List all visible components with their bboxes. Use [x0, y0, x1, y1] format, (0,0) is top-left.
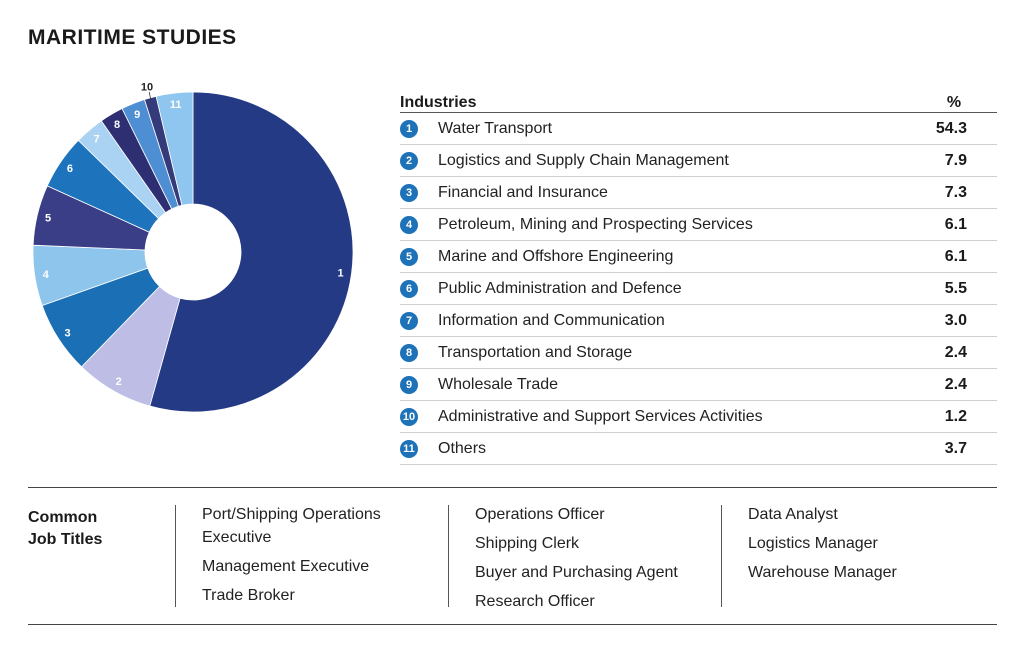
row-number-badge: 10 — [400, 407, 418, 426]
job-title: Buyer and Purchasing Agent — [475, 564, 678, 581]
job-title: Data Analyst — [748, 506, 838, 523]
slice-label: 10 — [141, 81, 153, 93]
jobs-column-3: Data Analyst Logistics Manager Warehouse… — [748, 503, 988, 590]
job-title: Trade Broker — [202, 587, 295, 604]
industry-name: Others — [438, 439, 487, 457]
job-title: Logistics Manager — [748, 535, 878, 552]
pie-slice — [155, 91, 194, 206]
column-divider-1 — [175, 505, 176, 607]
jobs-label-line2: Job Titles — [28, 531, 103, 548]
row-number-badge: 1 — [400, 119, 418, 138]
leader-line — [148, 91, 152, 100]
job-title: Operations Officer — [475, 506, 605, 523]
industry-percent: 3.7 — [944, 439, 967, 457]
header-percent: % — [946, 94, 962, 111]
industry-name: Water Transport — [438, 119, 553, 137]
slice-label: 5 — [45, 212, 51, 224]
industry-percent: 7.3 — [944, 183, 967, 201]
divider-bottom — [28, 624, 997, 625]
industry-name: Marine and Offshore Engineering — [438, 247, 674, 265]
job-title: Research Officer — [475, 593, 595, 610]
table-row: 5 Marine and Offshore Engineering 6.1 — [400, 241, 997, 273]
slice-label: 9 — [134, 109, 140, 121]
industry-percent: 5.5 — [944, 279, 967, 297]
table-row: 1 Water Transport 54.3 — [400, 113, 997, 145]
industry-name: Petroleum, Mining and Prospecting Servic… — [438, 215, 753, 233]
industries-table: Industries % 1 Water Transport 54.3 2 Logist… — [400, 84, 997, 465]
industry-name: Logistics and Supply Chain Management — [438, 151, 729, 169]
industry-percent: 7.9 — [944, 151, 967, 169]
table-row: 10 Administrative and Support Services Ac… — [400, 401, 997, 433]
row-number-badge: 11 — [400, 439, 418, 458]
industry-name: Transportation and Storage — [438, 343, 633, 361]
job-title: Warehouse Manager — [748, 564, 897, 581]
page-title: MARITIME STUDIES — [28, 26, 237, 49]
industry-name: Financial and Insurance — [438, 183, 608, 201]
table-row: 11 Others 3.7 — [400, 433, 997, 465]
industry-name: Administrative and Support Services Acti… — [438, 407, 763, 425]
job-title: Port/Shipping Operations Executive — [202, 506, 381, 546]
row-number-badge: 3 — [400, 183, 418, 202]
slice-label: 4 — [43, 269, 50, 281]
industry-name: Wholesale Trade — [438, 375, 559, 393]
table-row: 2 Logistics and Supply Chain Management 7.… — [400, 145, 997, 177]
industry-percent: 2.4 — [944, 343, 967, 361]
slice-label: 8 — [114, 119, 120, 131]
row-number-badge: 2 — [400, 151, 418, 170]
row-number-badge: 8 — [400, 343, 418, 362]
slice-label: 3 — [65, 328, 71, 340]
table-header: Industries % — [400, 84, 997, 113]
table-row: 9 Wholesale Trade 2.4 — [400, 369, 997, 401]
industry-percent: 2.4 — [944, 375, 967, 393]
table-row: 3 Financial and Insurance 7.3 — [400, 177, 997, 209]
row-number-badge: 7 — [400, 311, 418, 330]
pie-slice — [149, 91, 354, 413]
table-row: 6 Public Administration and Defence 5.5 — [400, 273, 997, 305]
industry-name: Information and Communication — [438, 311, 665, 329]
slice-label: 7 — [93, 133, 99, 145]
divider-top — [28, 487, 997, 488]
industry-percent: 6.1 — [944, 247, 967, 265]
table-row: 7 Information and Communication 3.0 — [400, 305, 997, 337]
row-number-badge: 9 — [400, 375, 418, 394]
slice-label: 1 — [338, 267, 344, 279]
column-divider-3 — [721, 505, 722, 607]
jobs-label: Common Job Titles — [28, 507, 102, 551]
job-title: Shipping Clerk — [475, 535, 580, 552]
column-divider-2 — [448, 505, 449, 607]
industry-percent: 1.2 — [944, 407, 967, 425]
donut-chart: 1 2 3 4 5 6 7 8 9 10 11 — [32, 81, 354, 413]
slice-label: 6 — [67, 163, 73, 175]
slice-label: 2 — [116, 376, 122, 388]
header-industries: Industries — [400, 94, 477, 111]
slice-label: 11 — [170, 99, 182, 111]
row-number-badge: 4 — [400, 215, 418, 234]
row-number-badge: 6 — [400, 279, 418, 298]
jobs-column-2: Operations Officer Shipping Clerk Buyer … — [475, 503, 715, 619]
jobs-column-1: Port/Shipping Operations Executive Manag… — [202, 503, 422, 613]
table-row: 8 Transportation and Storage 2.4 — [400, 337, 997, 369]
jobs-label-line1: Common — [28, 509, 98, 526]
table-row: 4 Petroleum, Mining and Prospecting Servi… — [400, 209, 997, 241]
industry-name: Public Administration and Defence — [438, 279, 682, 297]
industry-percent: 6.1 — [944, 215, 967, 233]
industry-percent: 54.3 — [935, 119, 967, 137]
job-title: Management Executive — [202, 558, 370, 575]
row-number-badge: 5 — [400, 247, 418, 266]
industry-percent: 3.0 — [944, 311, 967, 329]
